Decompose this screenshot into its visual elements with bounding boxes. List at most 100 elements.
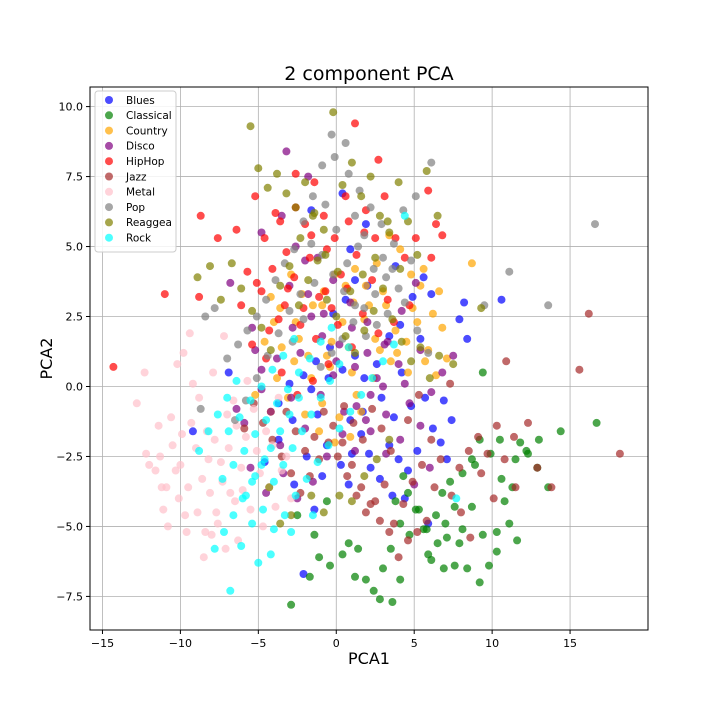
- point-rock: [346, 407, 355, 416]
- point-rock: [276, 427, 285, 436]
- point-disco: [226, 278, 235, 287]
- point-jazz: [502, 357, 511, 366]
- point-hiphop: [252, 278, 261, 287]
- legend-label: Jazz: [125, 171, 147, 183]
- point-pop: [234, 340, 243, 349]
- point-blues: [397, 368, 406, 377]
- point-rock: [279, 460, 288, 469]
- point-country: [432, 371, 440, 380]
- point-metal: [229, 396, 238, 405]
- point-reaggea: [371, 253, 380, 262]
- point-blues: [442, 455, 451, 464]
- point-rock: [327, 323, 336, 332]
- point-rock: [298, 427, 306, 436]
- point-disco: [411, 278, 420, 287]
- point-reaggea: [477, 304, 486, 313]
- point-jazz: [287, 469, 296, 478]
- point-rock: [232, 376, 241, 385]
- legend-marker: [105, 187, 113, 196]
- point-pop: [351, 301, 359, 310]
- point-metal: [162, 483, 171, 492]
- point-classical: [396, 575, 405, 584]
- point-blues: [404, 466, 412, 475]
- point-classical: [354, 544, 363, 553]
- point-jazz: [414, 390, 423, 399]
- point-jazz: [533, 463, 542, 472]
- point-reaggea: [379, 284, 387, 293]
- point-blues: [421, 393, 430, 402]
- point-rock: [302, 474, 311, 483]
- point-reaggea: [193, 273, 202, 282]
- point-jazz: [477, 469, 486, 478]
- point-rock: [279, 351, 288, 360]
- point-country: [273, 374, 281, 383]
- point-rock: [308, 511, 317, 520]
- point-rock: [226, 586, 235, 595]
- point-jazz: [291, 427, 300, 436]
- point-reaggea: [360, 326, 369, 335]
- point-country: [421, 357, 430, 366]
- point-metal: [262, 427, 271, 436]
- point-jazz: [394, 553, 403, 562]
- point-blues: [396, 320, 405, 329]
- point-country: [301, 410, 310, 419]
- point-reaggea: [329, 108, 338, 117]
- point-reaggea: [435, 351, 444, 360]
- point-blues: [336, 460, 345, 469]
- point-metal: [185, 329, 194, 338]
- legend-marker: [105, 111, 113, 120]
- point-metal: [282, 452, 291, 461]
- point-metal: [198, 474, 207, 483]
- point-blues: [360, 374, 369, 383]
- point-pop: [389, 239, 398, 248]
- point-jazz: [404, 536, 412, 545]
- point-pop: [274, 329, 283, 338]
- point-hiphop: [319, 211, 328, 220]
- point-hiphop: [424, 186, 433, 195]
- point-blues: [312, 357, 320, 366]
- point-disco: [319, 309, 328, 318]
- point-classical: [450, 561, 459, 570]
- point-pop: [349, 318, 358, 327]
- point-classical: [396, 519, 405, 528]
- point-reaggea: [216, 295, 225, 304]
- point-classical: [326, 561, 334, 570]
- point-country: [442, 354, 451, 363]
- point-blues: [408, 292, 417, 301]
- point-metal: [221, 544, 230, 553]
- point-rock: [288, 444, 297, 453]
- point-disco: [416, 421, 425, 430]
- point-pop: [360, 304, 369, 313]
- point-rock: [287, 528, 296, 536]
- point-pop: [308, 192, 317, 201]
- point-classical: [293, 511, 302, 520]
- point-country: [308, 301, 317, 310]
- point-hiphop: [380, 192, 389, 201]
- point-hiphop: [277, 368, 286, 377]
- point-pop: [394, 284, 403, 293]
- point-disco: [232, 404, 241, 413]
- point-disco: [427, 388, 436, 397]
- point-blues: [290, 480, 299, 489]
- point-pop: [400, 298, 409, 307]
- point-classical: [513, 536, 522, 545]
- point-reaggea: [206, 262, 214, 271]
- point-jazz: [368, 404, 377, 413]
- legend-label: Blues: [126, 95, 155, 107]
- x-tick-label: 0: [333, 637, 340, 650]
- point-blues: [455, 315, 464, 324]
- point-classical: [455, 539, 464, 548]
- point-classical: [534, 435, 543, 444]
- point-classical: [471, 460, 479, 469]
- point-blues: [419, 273, 428, 282]
- point-reaggea: [396, 264, 405, 273]
- point-rock: [195, 446, 204, 455]
- point-country: [351, 264, 359, 273]
- point-disco: [363, 318, 372, 327]
- legend-marker: [105, 233, 113, 242]
- point-jazz: [380, 480, 389, 489]
- point-metal: [199, 553, 208, 562]
- point-disco: [340, 407, 349, 416]
- point-classical: [485, 561, 493, 570]
- point-metal: [193, 508, 202, 517]
